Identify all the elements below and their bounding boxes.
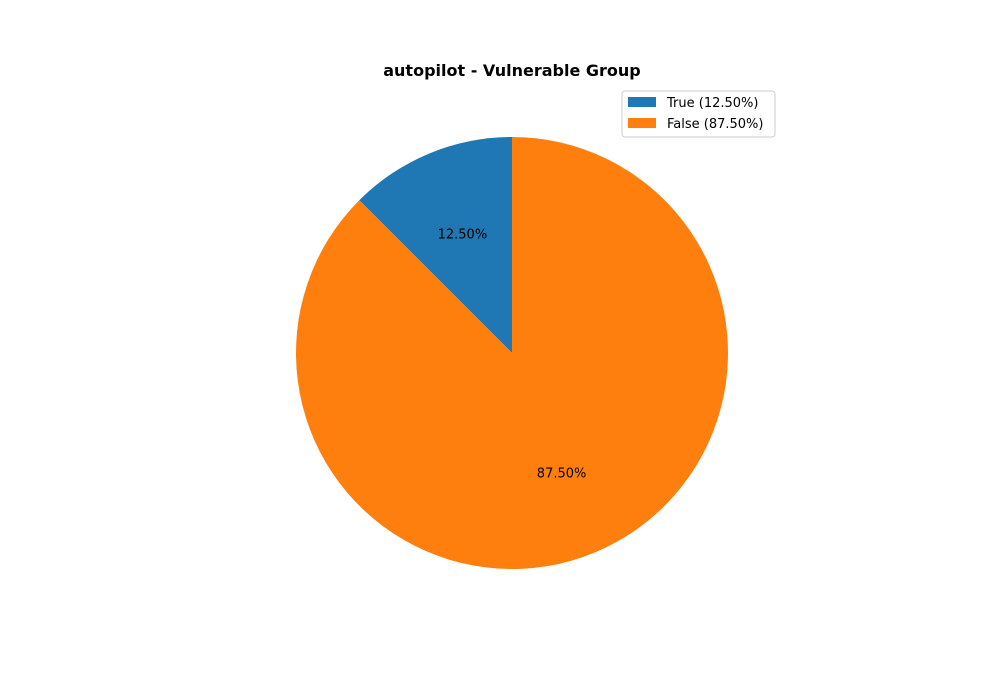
pie-slice-labels: 12.50% 87.50% — [438, 227, 587, 481]
legend-label-0: True (12.50%) — [666, 96, 758, 111]
legend-swatch-0 — [628, 97, 656, 107]
pie-slices — [296, 137, 729, 569]
pie-slice-label-1: 87.50% — [537, 467, 587, 482]
legend: True (12.50%) False (87.50%) — [621, 90, 776, 138]
legend-swatch-1 — [628, 118, 656, 128]
chart-title: autopilot - Vulnerable Group — [383, 61, 641, 80]
legend-label-1: False (87.50%) — [667, 117, 763, 132]
legend-frame — [621, 90, 776, 138]
pie-slice-1 — [296, 137, 729, 569]
pie-slice-0 — [359, 137, 512, 353]
pie-slice-label-0: 12.50% — [438, 227, 488, 242]
